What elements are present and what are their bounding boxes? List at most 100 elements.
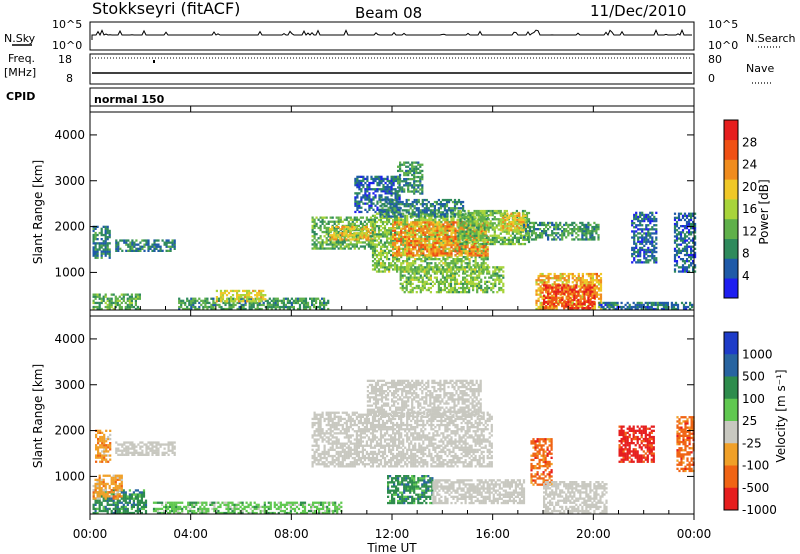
power-cell xyxy=(443,286,446,290)
power-cell xyxy=(92,254,95,257)
power-cell xyxy=(426,218,429,222)
power-cell xyxy=(423,215,426,218)
power-cell xyxy=(405,173,408,177)
power-cell xyxy=(549,286,552,289)
power-cell xyxy=(373,264,377,267)
power-cell xyxy=(442,241,445,244)
power-cell xyxy=(463,232,466,235)
power-cell xyxy=(365,238,368,241)
power-cell xyxy=(98,231,101,235)
power-cell xyxy=(589,297,592,300)
power-cell xyxy=(371,243,375,246)
power-cell xyxy=(500,212,503,215)
power-cell xyxy=(432,241,435,245)
power-cell xyxy=(517,230,520,233)
power-cell xyxy=(371,225,375,228)
power-cell xyxy=(208,301,211,305)
power-cell xyxy=(426,225,429,228)
power-cell xyxy=(445,200,449,204)
power-cell xyxy=(351,243,354,246)
power-cell xyxy=(414,241,417,245)
power-cell xyxy=(432,225,435,228)
power-cell xyxy=(413,192,416,195)
power-cell xyxy=(115,243,118,246)
power-cell xyxy=(454,239,457,243)
power-cell xyxy=(523,242,527,246)
power-cell xyxy=(343,241,346,244)
power-cell xyxy=(108,256,111,259)
power-cell xyxy=(339,247,342,250)
power-cell xyxy=(420,266,423,269)
power-cell xyxy=(583,230,586,233)
power-cell xyxy=(567,234,570,237)
power-cell xyxy=(471,224,474,227)
power-cell xyxy=(434,233,437,236)
power-cell xyxy=(369,228,373,232)
power-cell xyxy=(278,305,281,309)
power-cell xyxy=(486,284,489,288)
power-cell xyxy=(313,305,316,309)
power-cell xyxy=(272,305,275,309)
power-cell xyxy=(360,181,363,185)
power-cell xyxy=(367,218,370,221)
power-cell xyxy=(443,284,446,288)
power-cell xyxy=(571,234,574,237)
power-cell xyxy=(444,252,447,255)
power-cell xyxy=(465,224,468,227)
power-cell xyxy=(480,272,483,275)
power-cell xyxy=(472,272,475,275)
power-cell xyxy=(553,277,556,280)
power-cell xyxy=(537,299,540,302)
power-cell xyxy=(405,288,408,292)
power-cell xyxy=(262,289,265,293)
power-cell xyxy=(319,216,322,219)
power-cell xyxy=(464,247,467,250)
power-cell xyxy=(577,285,580,288)
power-cell xyxy=(361,230,364,233)
power-cell xyxy=(450,262,453,265)
power-cell xyxy=(428,262,431,265)
power-cell xyxy=(468,249,471,252)
power-cell xyxy=(225,294,229,297)
power-cell xyxy=(541,221,544,225)
power-cell xyxy=(371,214,375,217)
power-cell xyxy=(116,301,119,305)
power-cell xyxy=(430,245,433,248)
power-cell xyxy=(486,291,489,294)
power-cell xyxy=(557,284,560,287)
power-cell xyxy=(302,301,306,305)
power-cell xyxy=(424,241,427,245)
power-cell xyxy=(386,188,389,191)
power-cell xyxy=(466,291,469,294)
power-cell xyxy=(419,171,422,175)
power-cell xyxy=(268,303,271,307)
power-cell xyxy=(448,229,451,232)
power-cell xyxy=(591,228,594,231)
power-cell xyxy=(252,301,255,305)
power-cell xyxy=(405,171,408,175)
power-cell xyxy=(104,236,107,239)
power-cell xyxy=(421,203,424,206)
power-cell xyxy=(439,278,442,281)
power-cell xyxy=(543,294,546,297)
power-cell xyxy=(371,268,375,271)
power-cell xyxy=(212,301,215,305)
power-cell xyxy=(145,239,148,242)
power-cell xyxy=(182,301,185,305)
power-cell xyxy=(471,214,474,217)
power-cell xyxy=(430,258,433,261)
power-cell xyxy=(511,230,514,233)
power-cell xyxy=(359,232,362,235)
power-cell xyxy=(341,243,344,246)
power-cell xyxy=(455,266,459,269)
power-cell xyxy=(555,221,558,225)
power-cell xyxy=(335,236,338,239)
power-cell xyxy=(434,227,437,230)
power-cell xyxy=(356,181,359,185)
power-cell xyxy=(246,294,249,297)
power-cell xyxy=(424,233,427,236)
power-cell xyxy=(589,274,592,278)
power-cell xyxy=(370,198,373,201)
power-cell xyxy=(491,209,494,213)
power-cell xyxy=(248,289,251,293)
